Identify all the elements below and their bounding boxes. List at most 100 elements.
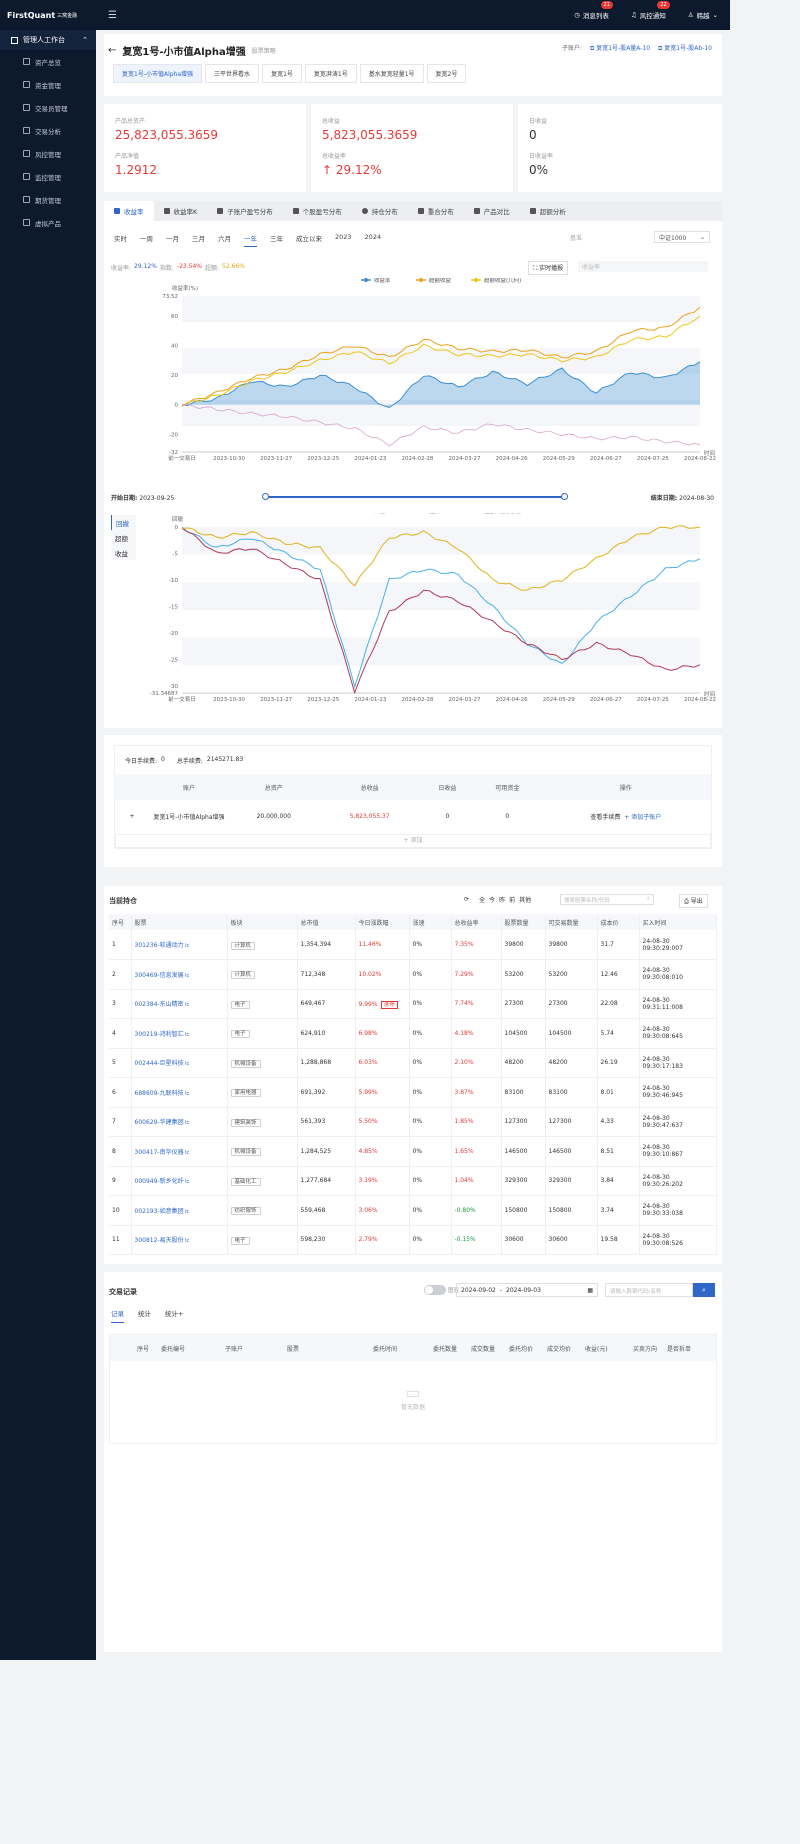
toggle-drawdown[interactable]: 回撤 [111, 515, 136, 530]
chart-toggle[interactable]: 图表 [424, 1285, 459, 1295]
table-header[interactable]: 总市值 [297, 914, 356, 930]
table-row[interactable]: 3 002384-东山精密 lc 电子 649,467 9.99% 涨停 0% 7.74% 27… [109, 989, 717, 1019]
benchmark-select[interactable]: 中证1000 ⌄ [654, 231, 710, 243]
tab-product-compare[interactable]: 产品对比 [464, 201, 520, 221]
filter-yesterday[interactable]: 昨 [499, 897, 506, 904]
table-row[interactable]: 2 300469-信息发展 lc 计算机 712,348 10.02% 0% 7.29% 53… [109, 959, 717, 990]
filter-all[interactable]: 全 [479, 897, 486, 904]
search-button[interactable]: ⌕ [693, 1283, 715, 1297]
range-option-active[interactable]: 一年 [244, 233, 257, 247]
table-row[interactable]: 6 688609-九联科技 lc 家用电器 691,392 5.99% 0% 3.87% 83… [109, 1077, 717, 1108]
range-option[interactable]: 六月 [218, 235, 231, 243]
sidebar-item-virtual[interactable]: 虚拟产品 [0, 211, 96, 234]
stock-link-icon[interactable]: lc [183, 1031, 190, 1038]
range-option[interactable]: 成立以来 [296, 235, 322, 243]
sidebar-item-futures[interactable]: 期货管理 [0, 188, 96, 211]
sidebar-item-monitor[interactable]: 监控管理 [0, 165, 96, 188]
tab-stock-pnl[interactable]: 个股盈亏分布 [283, 201, 352, 221]
stock-link-icon[interactable]: lc [183, 972, 190, 979]
sidebar-item-asset-overview[interactable]: 资产总览 [0, 50, 96, 73]
range-option[interactable]: 2024 [364, 233, 382, 241]
table-row[interactable]: 1 301236-软通动力 lc 计算机 1,354,394 11.46% 0% 7.35%… [109, 930, 717, 960]
back-arrow-icon[interactable]: ← [108, 45, 117, 56]
date-range-slider[interactable] [266, 496, 564, 498]
table-header[interactable]: 委托时间 [370, 1335, 430, 1361]
expand-button[interactable]: + [115, 800, 149, 835]
hamburger-icon[interactable]: ☰ [108, 9, 117, 21]
sidebar-item-trade-analysis[interactable]: 交易分析 [0, 119, 96, 142]
sub-account-link-2[interactable]: ⧉ 复宽1号-股Ab-10 [658, 45, 712, 52]
view-fees-link[interactable]: 查看手续费 [590, 814, 621, 822]
range-option[interactable]: 2023 [335, 233, 352, 241]
tab-subaccount-pnl[interactable]: 子账户盈亏分布 [207, 201, 283, 221]
tab-excess-analysis[interactable]: 超额分析 [520, 201, 576, 221]
table-row[interactable]: 11 300812-易天股份 lc 电子 598,230 2.79% 0% -0.15% 30… [109, 1225, 717, 1255]
toggle-return[interactable]: 收益 [115, 549, 128, 558]
tab-stats[interactable]: 统计 [138, 1310, 151, 1318]
user-menu[interactable]: ♙ 韩越 ⌄ [688, 10, 718, 20]
table-row[interactable]: 9 000949-新乡化纤 lc 基础化工 1,277,684 3.19% 0% 1.04%… [109, 1166, 717, 1196]
stock-link-icon[interactable]: lc [183, 1179, 190, 1186]
risk-notice-button[interactable]: ♫ 风控通知 22 [631, 1, 670, 20]
tab-overlap-dist[interactable]: 重合分布 [408, 201, 464, 221]
slider-handle-start[interactable] [262, 493, 269, 500]
stock-link-icon[interactable]: lc [183, 1149, 190, 1156]
range-option[interactable]: 三月 [192, 235, 205, 243]
table-header[interactable]: 总收益率 [451, 914, 502, 930]
positions-search-input[interactable]: 搜索股票名称/代码 ⌕ [560, 894, 654, 905]
product-tab[interactable]: 复宽湃涛1号 [304, 64, 357, 83]
tab-records[interactable]: 记录 [111, 1308, 124, 1323]
sub-account-link-1[interactable]: ⧉ 复宽1号-股A量A-10 [590, 45, 651, 52]
range-option[interactable]: 三年 [270, 235, 283, 243]
stock-link-icon[interactable]: lc [183, 1208, 190, 1215]
table-row[interactable]: 8 300417-南华仪器 lc 机械设备 1,284,525 4.85% 0% 1.65%… [109, 1136, 717, 1167]
sidebar-item-risk[interactable]: 风控管理 [0, 142, 96, 165]
sidebar-item-trader[interactable]: 交易员管理 [0, 96, 96, 119]
filter-today[interactable]: 今 [489, 897, 496, 904]
tab-holding-dist[interactable]: 持仓分布 [352, 201, 408, 221]
table-header[interactable]: 今日涨跌幅 [355, 914, 410, 930]
stock-link-icon[interactable]: lc [183, 1120, 190, 1127]
toggle-switch[interactable] [424, 1285, 446, 1295]
realtime-button[interactable]: ⛶ 实时播报 [528, 261, 569, 275]
date-range-picker[interactable]: 2024-09-02-2024-09-03 ▦ [456, 1283, 598, 1297]
range-option[interactable]: 一月 [166, 235, 179, 243]
app-logo[interactable]: FirstQuant 三窝金融 [0, 0, 96, 30]
table-row[interactable]: 10 002193-如意集团 lc 纺织服饰 559,468 3.06% 0% -0.80%… [109, 1195, 717, 1226]
range-option[interactable]: 一周 [140, 235, 153, 243]
product-tab[interactable]: 复宽2号 [426, 64, 467, 83]
product-tab[interactable]: 三平世界看水 [205, 64, 260, 83]
table-row[interactable]: 4 300219-鸿利智汇 lc 电子 624,910 6.98% 0% 4.18% 1045… [109, 1018, 717, 1049]
product-tab[interactable]: 基水复宽轻量1号 [359, 64, 424, 83]
chart-search-input[interactable]: 收益率 [578, 261, 708, 272]
trade-search-input[interactable]: 请输入股票代码/名称 [605, 1283, 693, 1297]
add-account-button[interactable]: + 添加 [115, 834, 711, 848]
table-header[interactable]: 涨速 [409, 914, 452, 930]
index-label: 指数: [159, 265, 174, 272]
product-tab[interactable]: 复宽1号 [262, 64, 302, 83]
table-header[interactable]: 板块 [227, 914, 298, 930]
add-subaccount-link[interactable]: + 添加子账户 [624, 814, 662, 822]
refresh-icon[interactable]: ⟳ [464, 896, 470, 903]
tab-stats-plus[interactable]: 统计+ [165, 1310, 184, 1318]
toggle-excess[interactable]: 超额 [115, 534, 128, 543]
nav-group-workbench[interactable]: 管理人工作台 ⌃ [0, 30, 96, 50]
stock-link-icon[interactable]: lc [183, 1238, 190, 1245]
stock-link-icon[interactable]: lc [183, 1002, 190, 1009]
table-row[interactable]: 5 002444-巨星科技 lc 机械设备 1,288,868 6.03% 0% 2.10%… [109, 1048, 717, 1078]
tab-return[interactable]: 收益率 [104, 201, 154, 221]
messages-button[interactable]: ◷ 消息列表 21 [574, 1, 613, 20]
filter-before[interactable]: 前 [509, 897, 516, 904]
tab-return-k[interactable]: 收益率K [154, 201, 208, 221]
export-button[interactable]: ⎙ 导出 [679, 894, 708, 908]
stock-link-icon[interactable]: lc [183, 1061, 190, 1068]
stock-link-icon[interactable]: lc [183, 1090, 190, 1097]
stock-link-icon[interactable]: lc [183, 943, 190, 949]
slider-handle-end[interactable] [561, 493, 568, 500]
table-row[interactable]: 7 600629-华建集团 lc 建筑装饰 561,393 5.50% 0% 1.85% 12… [109, 1107, 717, 1137]
range-option[interactable]: 实时 [114, 235, 127, 243]
product-tab[interactable]: 复宽1号-小市值Alpha增强 [113, 64, 203, 83]
sidebar-item-fund[interactable]: 资金管理 [0, 73, 96, 96]
table-header[interactable]: 买入时间 [639, 914, 717, 930]
filter-other[interactable]: 其他 [519, 897, 532, 904]
